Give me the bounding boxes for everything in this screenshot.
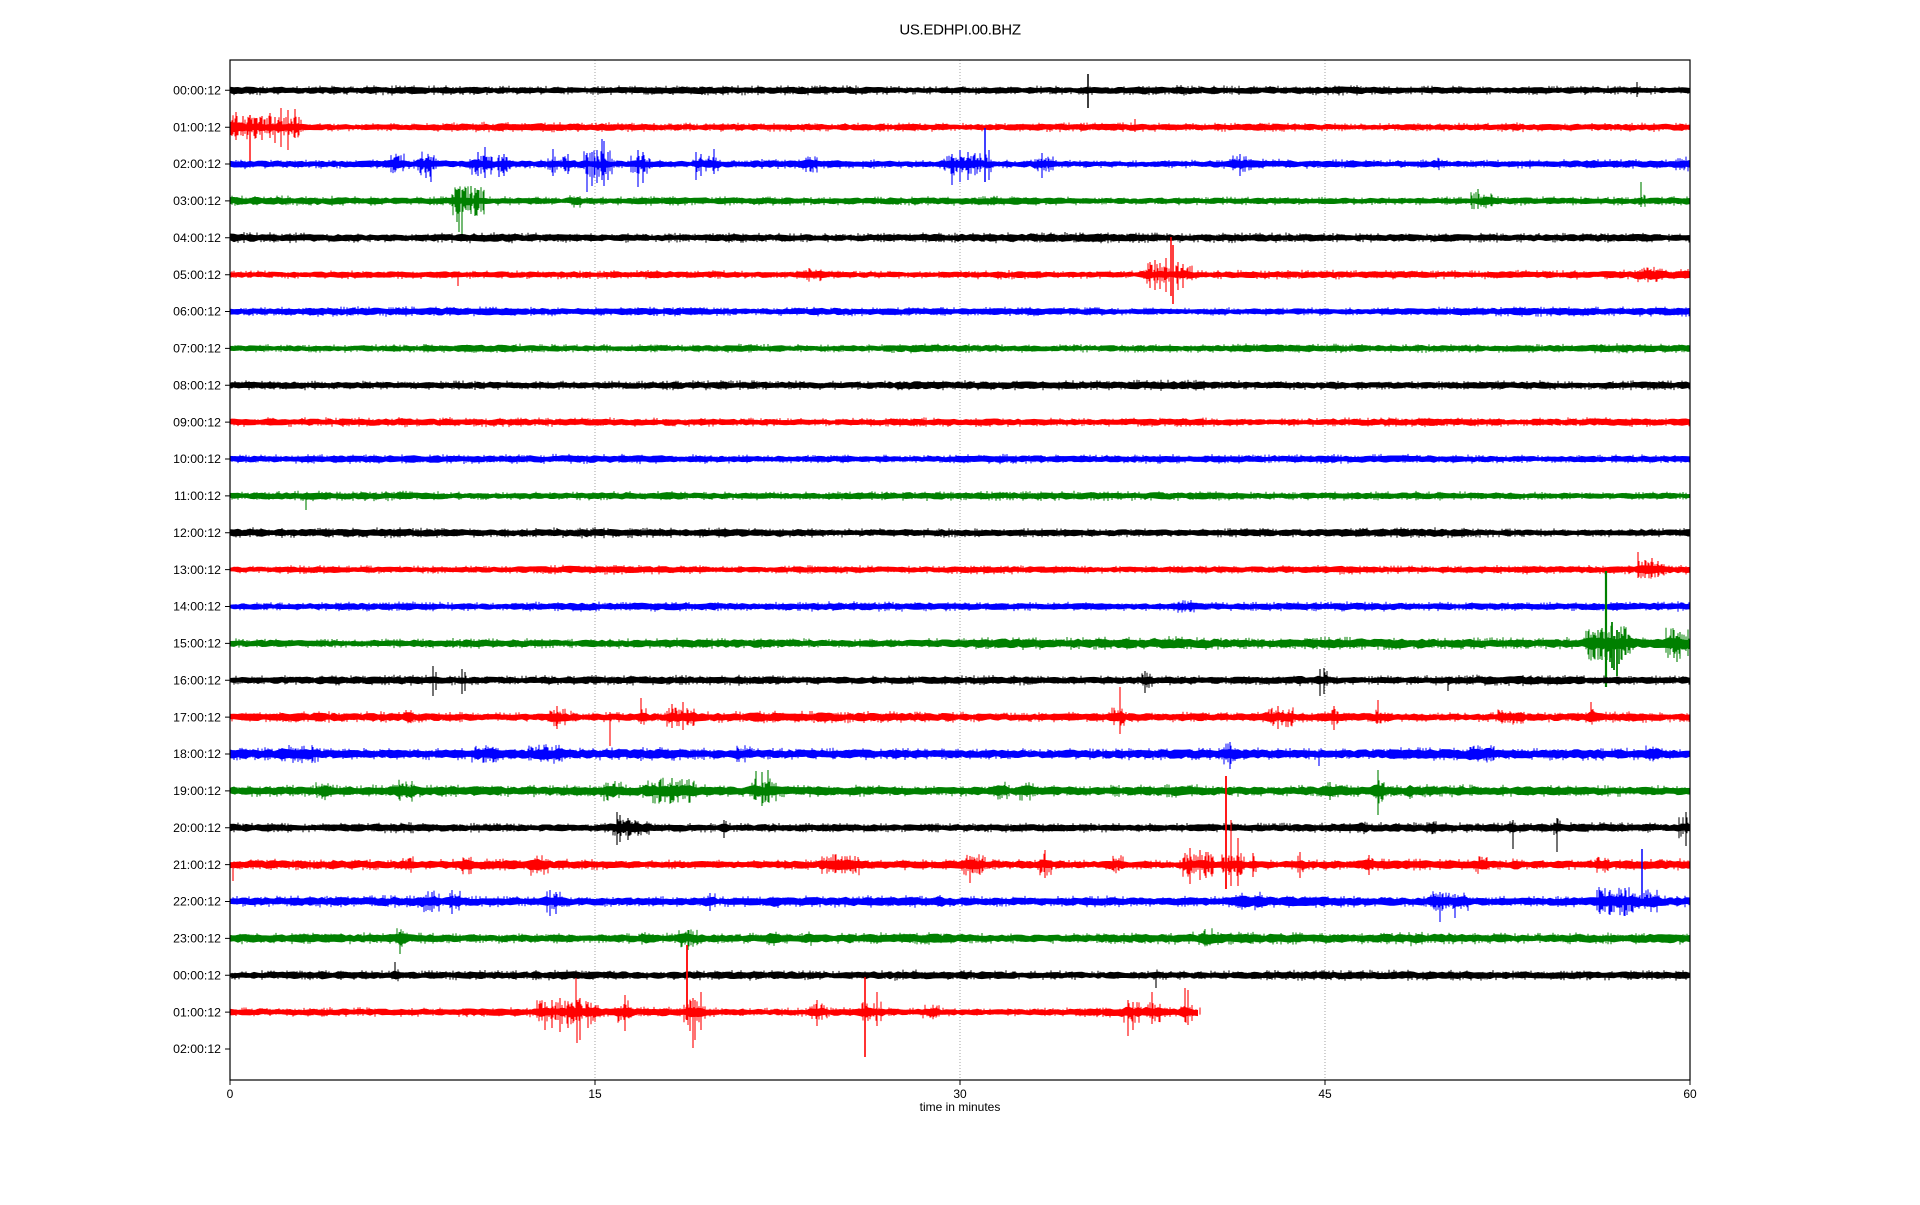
svg-text:02:00:12: 02:00:12 [173, 157, 221, 171]
svg-text:12:00:12: 12:00:12 [173, 526, 221, 540]
svg-text:01:00:12: 01:00:12 [173, 120, 221, 134]
svg-text:00:00:12: 00:00:12 [173, 84, 221, 98]
svg-text:22:00:12: 22:00:12 [173, 895, 221, 909]
svg-text:0: 0 [227, 1087, 234, 1101]
svg-text:11:00:12: 11:00:12 [174, 489, 221, 503]
svg-text:30: 30 [953, 1087, 967, 1101]
svg-text:06:00:12: 06:00:12 [173, 305, 221, 319]
svg-text:08:00:12: 08:00:12 [173, 379, 221, 393]
svg-text:15: 15 [588, 1087, 602, 1101]
svg-text:02:00:12: 02:00:12 [173, 1042, 221, 1056]
svg-text:05:00:12: 05:00:12 [173, 268, 221, 282]
svg-text:15:00:12: 15:00:12 [173, 637, 221, 651]
svg-text:04:00:12: 04:00:12 [173, 231, 221, 245]
svg-text:60: 60 [1683, 1087, 1697, 1101]
svg-text:16:00:12: 16:00:12 [173, 674, 221, 688]
svg-text:03:00:12: 03:00:12 [173, 194, 221, 208]
svg-text:21:00:12: 21:00:12 [173, 858, 221, 872]
svg-text:13:00:12: 13:00:12 [173, 563, 221, 577]
svg-text:US.EDHPI.00.BHZ: US.EDHPI.00.BHZ [899, 22, 1021, 39]
svg-text:14:00:12: 14:00:12 [173, 600, 221, 614]
svg-text:07:00:12: 07:00:12 [173, 342, 221, 356]
svg-text:00:00:12: 00:00:12 [173, 968, 221, 982]
svg-text:45: 45 [1318, 1087, 1332, 1101]
svg-text:19:00:12: 19:00:12 [173, 784, 221, 798]
svg-text:10:00:12: 10:00:12 [173, 452, 221, 466]
svg-text:18:00:12: 18:00:12 [173, 747, 221, 761]
svg-text:20:00:12: 20:00:12 [173, 821, 221, 835]
svg-text:09:00:12: 09:00:12 [173, 415, 221, 429]
svg-text:23:00:12: 23:00:12 [173, 932, 221, 946]
svg-text:01:00:12: 01:00:12 [173, 1005, 221, 1019]
svg-text:time in minutes: time in minutes [920, 1100, 1001, 1114]
svg-text:17:00:12: 17:00:12 [173, 710, 221, 724]
